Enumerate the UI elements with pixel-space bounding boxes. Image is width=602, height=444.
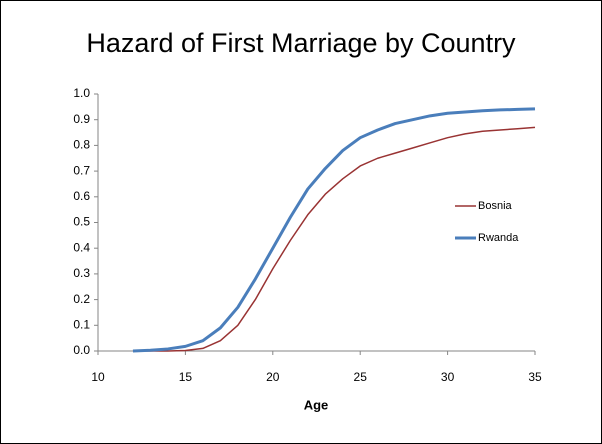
line-series [132, 126, 536, 352]
y-tick-label: 0.4 [73, 240, 90, 254]
y-tick-label: 0.6 [73, 189, 90, 203]
x-tick-label: 10 [91, 370, 105, 384]
y-tick-label: 0.0 [73, 343, 90, 357]
chart-title: Hazard of First Marriage by Country [86, 28, 516, 58]
line-series [132, 107, 536, 353]
legend-label: Bosnia [478, 200, 513, 212]
x-tick-label: 15 [179, 370, 193, 384]
y-tick-label: 0.9 [73, 112, 90, 126]
y-tick-label: 0.7 [73, 163, 90, 177]
x-tick-label: 20 [266, 370, 280, 384]
y-tick-label: 0.5 [73, 215, 90, 229]
x-tick-label: 30 [441, 370, 455, 384]
y-tick-label: 0.3 [73, 266, 90, 280]
y-tick-label: 0.2 [73, 292, 90, 306]
x-tick-label: 35 [528, 370, 542, 384]
x-axis-label: Age [304, 397, 329, 412]
y-tick-label: 0.8 [73, 138, 90, 152]
y-tick-label: 0.1 [73, 317, 90, 331]
y-tick-label: 1.0 [73, 86, 90, 100]
x-tick-label: 25 [354, 370, 368, 384]
legend-label: Rwanda [478, 232, 519, 244]
